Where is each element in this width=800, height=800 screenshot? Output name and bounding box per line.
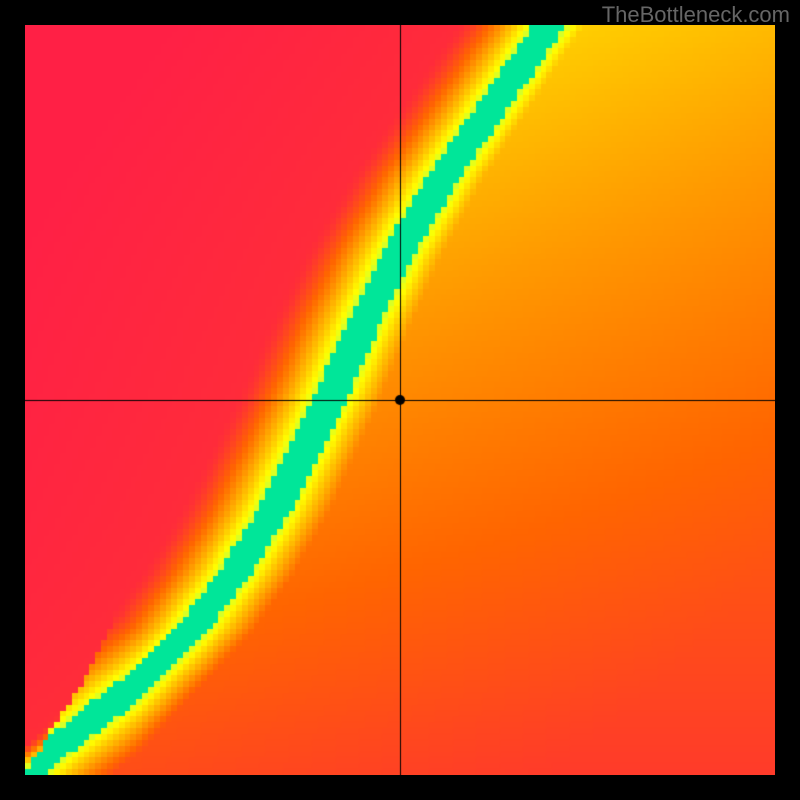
watermark-text: TheBottleneck.com xyxy=(602,2,790,28)
bottleneck-heatmap xyxy=(25,25,775,775)
chart-container: { "watermark": { "text": "TheBottleneck.… xyxy=(0,0,800,800)
